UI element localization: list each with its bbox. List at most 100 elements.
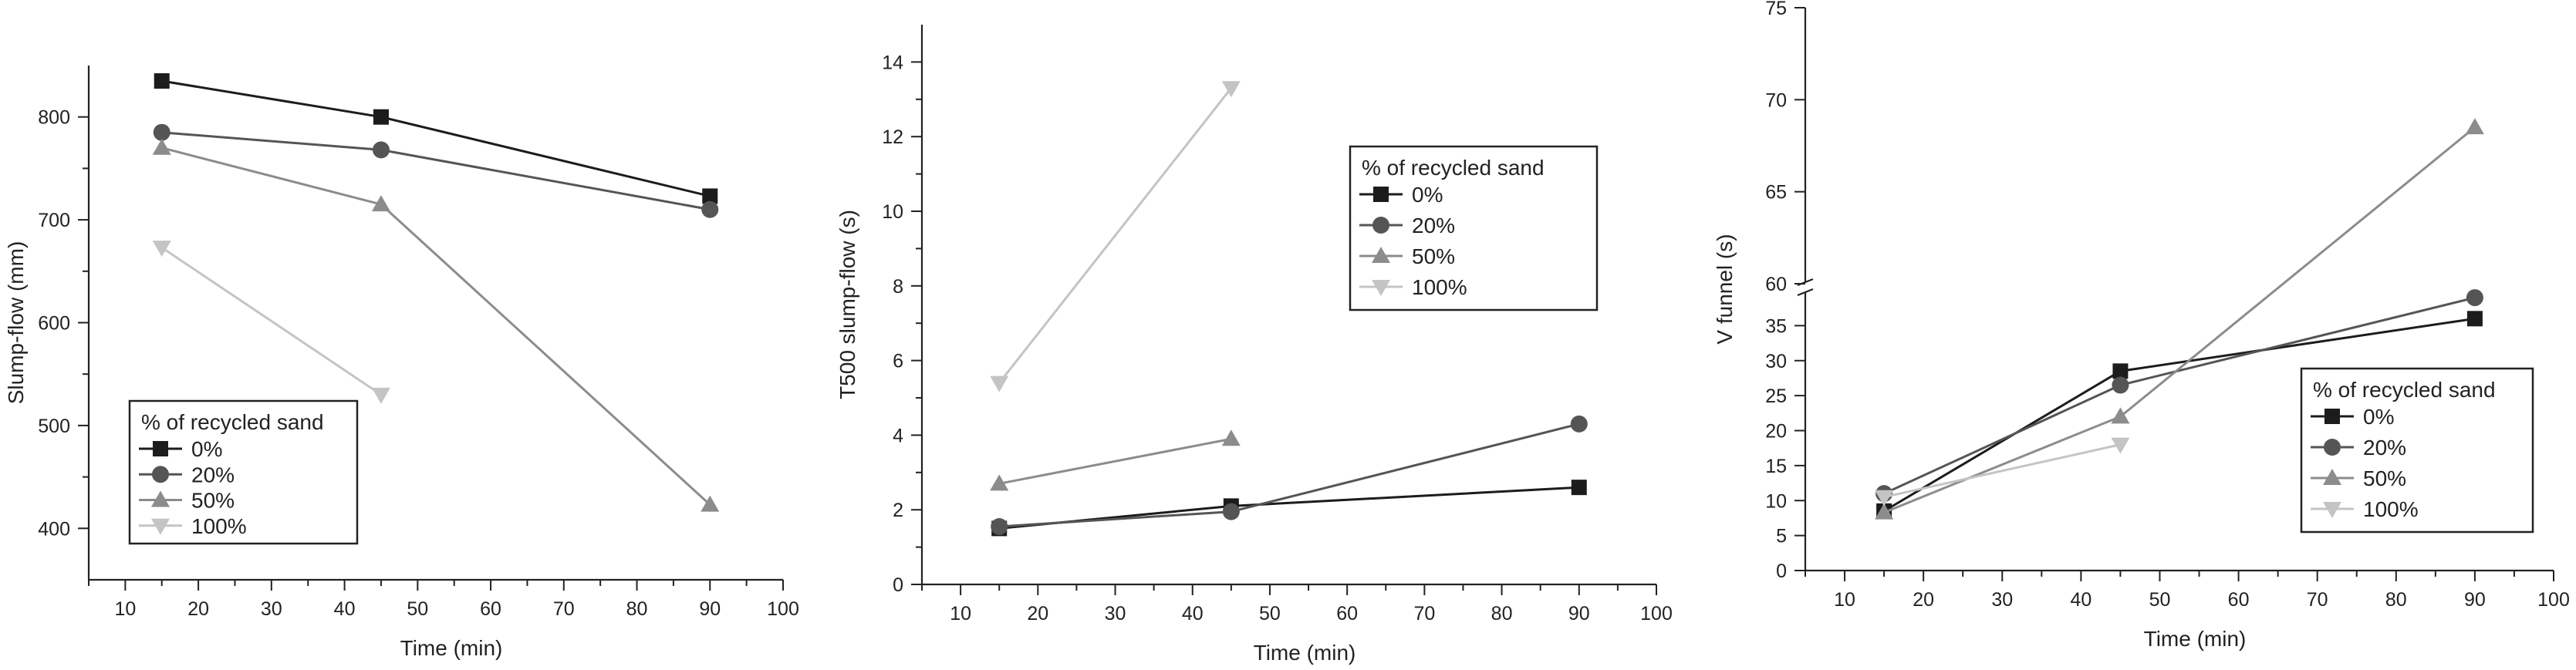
data-point <box>990 474 1009 491</box>
x-axis-label: Time (min) <box>2144 627 2247 651</box>
y-tick-label: 400 <box>38 518 70 540</box>
x-tick-label: 40 <box>334 598 356 620</box>
data-point <box>1221 81 1241 98</box>
axis-break-mark <box>1797 288 1814 297</box>
legend-entry: 20% <box>2363 436 2406 460</box>
legend-entry: 0% <box>191 437 222 461</box>
v-funnel-chart: 10 20 30 40 50 60 70 80 90 100 0 5 10 15 20 25 30 35 60 65 7… <box>1713 0 2570 651</box>
x-tick-label: 50 <box>1259 603 1281 625</box>
legend-swatch-marker <box>1372 217 1389 234</box>
x-tick-label: 90 <box>699 598 721 620</box>
x-tick-label: 30 <box>1991 589 2013 611</box>
x-tick-label: 60 <box>2228 589 2250 611</box>
series-line <box>999 486 1579 530</box>
y-tick-label: 70 <box>1765 89 1787 111</box>
y-tick-label: 75 <box>1765 0 1787 19</box>
data-point <box>1571 480 1587 496</box>
data-point <box>2466 289 2483 307</box>
x-tick-label: 60 <box>480 598 501 620</box>
y-tick-label: 35 <box>1765 315 1787 337</box>
data-point <box>2111 437 2130 454</box>
series-line <box>1883 443 2121 499</box>
y-tick-label: 10 <box>882 201 903 223</box>
series-line <box>999 423 1580 528</box>
x-tick-label: 50 <box>2149 589 2171 611</box>
x-tick-label: 30 <box>261 598 282 620</box>
legend-entry: 50% <box>191 489 235 513</box>
data-point <box>2111 407 2130 424</box>
y-tick-label: 6 <box>893 351 903 372</box>
y-tick-label: 14 <box>882 52 903 73</box>
legend-entry: 100% <box>1412 275 1467 299</box>
x-tick-label: 100 <box>767 598 799 620</box>
legend-entry: 0% <box>2363 405 2394 429</box>
y-axis-label: V funnel (s) <box>1713 234 1737 344</box>
legend-swatch-marker <box>1372 280 1390 296</box>
legend-entry: 50% <box>1412 244 1455 268</box>
data-point <box>152 138 171 155</box>
legend-title: % of recycled sand <box>2313 378 2496 402</box>
legend-entry: 0% <box>1412 183 1443 207</box>
y-tick-label: 10 <box>1765 490 1787 512</box>
data-point <box>701 200 719 218</box>
data-point <box>702 188 718 204</box>
data-point <box>372 141 390 159</box>
y-tick-label: 800 <box>38 107 70 129</box>
y-tick-label: 4 <box>893 425 903 446</box>
legend-swatch-marker <box>1373 187 1389 202</box>
y-tick-label: 700 <box>38 210 70 231</box>
data-point <box>1875 503 1894 520</box>
legend-entry: 20% <box>191 463 235 487</box>
slump-flow-chart: 10 20 30 40 50 60 70 80 90 100 400 500 600 700 800 Time… <box>4 66 799 660</box>
x-tick-label: 80 <box>1491 603 1513 625</box>
x-tick-label: 80 <box>2385 589 2407 611</box>
data-point <box>152 241 171 258</box>
legend-swatch-marker <box>151 490 170 507</box>
data-point <box>1875 490 1894 507</box>
y-tick-label: 65 <box>1765 182 1787 204</box>
x-tick-label: 30 <box>1105 603 1126 625</box>
y-tick-label: 12 <box>882 126 903 148</box>
y-tick-label: 20 <box>1765 421 1787 443</box>
legend-swatch-marker <box>1372 247 1390 263</box>
y-tick-label: 0 <box>893 574 903 596</box>
y-axis-label: Slump-flow (mm) <box>4 241 28 405</box>
x-tick-label: 70 <box>553 598 575 620</box>
data-point <box>1570 415 1588 433</box>
data-point <box>2112 376 2129 394</box>
x-tick-label: 10 <box>950 603 971 625</box>
legend-box <box>1349 145 1599 311</box>
y-tick-label: 5 <box>1776 526 1787 547</box>
legend-swatch-marker <box>152 466 169 483</box>
series-line <box>998 437 1232 485</box>
x-tick-label: 80 <box>626 598 648 620</box>
y-tick-label: 8 <box>893 276 903 298</box>
legend-title: % of recycled sand <box>1362 156 1545 180</box>
data-point <box>371 387 390 404</box>
x-tick-label: 20 <box>1913 589 1934 611</box>
legend-swatch-marker <box>2324 439 2341 456</box>
x-tick-label: 100 <box>1640 603 1673 625</box>
data-point <box>990 375 1009 392</box>
series-line <box>161 131 711 211</box>
data-point <box>1222 503 1240 520</box>
y-tick-label: 25 <box>1765 386 1787 407</box>
legend-swatch-marker <box>2324 409 2340 424</box>
y-axis-label: T500 slump-flow (s) <box>836 210 859 399</box>
legend-entry: 50% <box>2363 466 2406 490</box>
y-tick-label: 60 <box>1765 274 1787 295</box>
x-tick-label: 70 <box>1413 603 1435 625</box>
y-tick-label: 500 <box>38 416 70 437</box>
series-line <box>160 246 382 396</box>
x-tick-label: 100 <box>2537 589 2570 611</box>
y-tick-label: 30 <box>1765 351 1787 372</box>
x-tick-label: 20 <box>187 598 209 620</box>
legend-swatch-marker <box>153 441 168 456</box>
x-tick-label: 90 <box>2464 589 2486 611</box>
x-tick-label: 40 <box>1182 603 1204 625</box>
x-tick-label: 60 <box>1336 603 1358 625</box>
x-tick-label: 10 <box>1834 589 1855 611</box>
